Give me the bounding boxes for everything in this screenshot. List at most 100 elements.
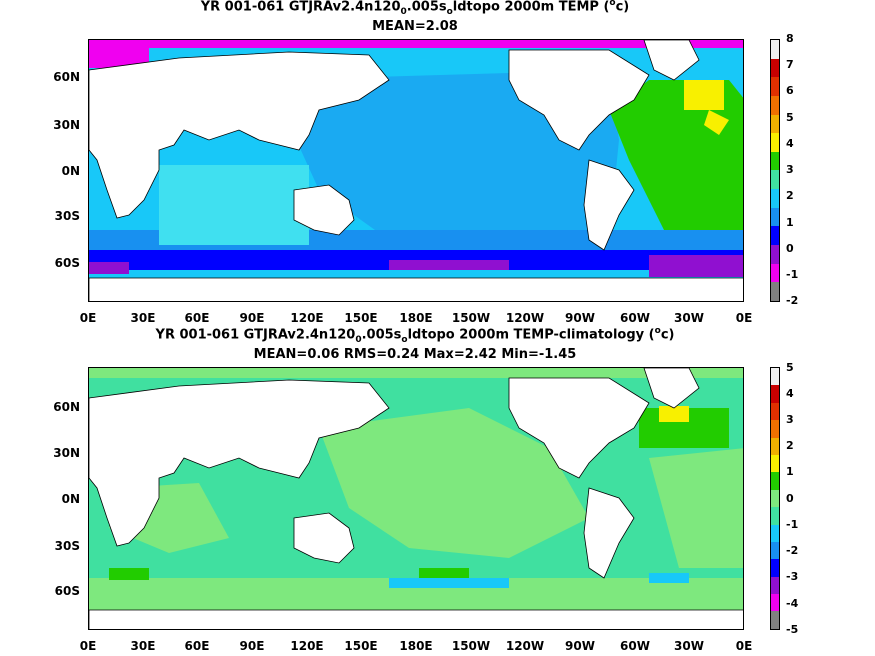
top-lon-label-60w: 60W: [620, 311, 650, 325]
colorbar-segment: [771, 611, 779, 629]
bottom-lat-label-30s: 30S: [54, 539, 80, 553]
bottom-title-text-4: c): [660, 327, 675, 343]
bottom-title-text-1: YR 001-061 GTJRAv2.4n120: [155, 327, 356, 343]
top-colorbar: [770, 39, 780, 302]
bottom-map-panel: [88, 367, 744, 630]
bottom-title-text-3: ldtopo 2000m TEMP-climatology (: [407, 327, 655, 343]
colorbar-segment: [771, 402, 779, 421]
bottom-lon-label-90w: 90W: [565, 639, 595, 653]
bottom-cbar-label: -2: [786, 544, 799, 557]
bottom-lon-label-150w: 150W: [451, 639, 491, 653]
colorbar-segment: [771, 151, 779, 171]
bottom-lat-label-30n: 30N: [53, 446, 80, 460]
top-lat-label-60s: 60S: [54, 256, 80, 270]
top-lon-label-0e: 0E: [79, 311, 97, 325]
bottom-title-sub-2: o: [401, 334, 408, 345]
colorbar-segment: [771, 226, 779, 246]
bottom-lon-label-0e-end: 0E: [735, 639, 753, 653]
colorbar-segment: [771, 524, 779, 542]
colorbar-segment: [771, 133, 779, 152]
top-title-text-2: .005s: [406, 0, 447, 15]
top-title: YR 001-061 GTJRAv2.4n1200.005soldtopo 20…: [0, 0, 830, 17]
top-lon-label-90w: 90W: [565, 311, 595, 325]
colorbar-segment: [771, 368, 779, 386]
bottom-lon-label-60w: 60W: [620, 639, 650, 653]
top-lat-label-30s: 30S: [54, 209, 80, 223]
top-title-text-3: ldtopo 2000m TEMP (: [452, 0, 610, 15]
bottom-colorbar: [770, 367, 780, 630]
top-cbar-label: 8: [786, 32, 794, 45]
top-cbar-label: 2: [786, 189, 794, 202]
colorbar-segment: [771, 170, 779, 190]
colorbar-segment: [771, 114, 779, 134]
bottom-cbar-label: 1: [786, 465, 794, 478]
colorbar-segment: [771, 95, 779, 115]
bottom-subtitle: MEAN=0.06 RMS=0.24 Max=2.42 Min=-1.45: [253, 347, 577, 362]
colorbar-segment: [771, 507, 779, 525]
colorbar-segment: [771, 472, 779, 490]
top-cbar-label: 4: [786, 137, 794, 150]
top-lat-label-60n: 60N: [53, 70, 80, 84]
colorbar-segment: [771, 576, 779, 595]
top-title-text-4: c): [615, 0, 630, 15]
top-lon-label-150w: 150W: [451, 311, 491, 325]
bottom-cbar-label: 4: [786, 387, 794, 400]
bottom-lon-label-60e: 60E: [184, 639, 210, 653]
bottom-cbar-label: -4: [786, 597, 799, 610]
top-cbar-label: 6: [786, 84, 794, 97]
top-cbar-label: -1: [786, 268, 799, 281]
bottom-map: [89, 368, 743, 629]
top-title-sub-1: 0: [400, 6, 407, 17]
bottom-lon-label-120e: 120E: [290, 639, 324, 653]
colorbar-segment: [771, 40, 779, 59]
colorbar-segment: [771, 420, 779, 438]
colorbar-segment: [771, 245, 779, 264]
top-lon-label-120w: 120W: [505, 311, 545, 325]
colorbar-segment: [771, 559, 779, 577]
colorbar-segment: [771, 594, 779, 612]
colorbar-segment: [771, 437, 779, 455]
top-lon-label-30e: 30E: [130, 311, 156, 325]
colorbar-segment: [771, 77, 779, 96]
top-lon-label-90e: 90E: [239, 311, 265, 325]
bottom-lon-label-150e: 150E: [344, 639, 378, 653]
bottom-title-text-2: .005s: [361, 327, 402, 343]
bottom-lat-label-60n: 60N: [53, 400, 80, 414]
colorbar-segment: [771, 263, 779, 283]
top-map-panel: [88, 39, 744, 302]
top-lat-label-0n: 0N: [61, 164, 80, 178]
top-lon-label-120e: 120E: [290, 311, 324, 325]
bottom-lon-label-90e: 90E: [239, 639, 265, 653]
colorbar-segment: [771, 489, 779, 508]
bottom-cbar-label: -5: [786, 623, 799, 636]
bottom-title-sub-1: 0: [355, 334, 362, 345]
top-cbar-label: -2: [786, 294, 799, 307]
top-subtitle: MEAN=2.08: [372, 19, 458, 34]
top-lon-label-0e-end: 0E: [735, 311, 753, 325]
top-lon-label-30w: 30W: [674, 311, 704, 325]
bottom-cbar-label: -1: [786, 518, 799, 531]
colorbar-segment: [771, 58, 779, 78]
colorbar-segment: [771, 385, 779, 403]
bottom-title: YR 001-061 GTJRAv2.4n1200.005soldtopo 20…: [0, 326, 830, 345]
bottom-lon-label-120w: 120W: [505, 639, 545, 653]
top-cbar-label: 3: [786, 163, 794, 176]
bottom-cbar-label: 3: [786, 413, 794, 426]
bottom-lon-label-30e: 30E: [130, 639, 156, 653]
top-title-sup: o: [609, 0, 616, 8]
colorbar-segment: [771, 207, 779, 227]
bottom-lon-label-180e: 180E: [399, 639, 433, 653]
top-map: [89, 40, 743, 301]
top-cbar-label: 1: [786, 216, 794, 229]
top-cbar-label: 5: [786, 111, 794, 124]
top-cbar-label: 7: [786, 58, 794, 71]
colorbar-segment: [771, 454, 779, 473]
top-title-sub-2: o: [446, 6, 453, 17]
colorbar-segment: [771, 189, 779, 208]
colorbar-segment: [771, 282, 779, 301]
bottom-cbar-label: 5: [786, 361, 794, 374]
top-title-text-1: YR 001-061 GTJRAv2.4n120: [200, 0, 401, 15]
top-lon-label-60e: 60E: [184, 311, 210, 325]
colorbar-segment: [771, 541, 779, 560]
bottom-cbar-label: 2: [786, 439, 794, 452]
